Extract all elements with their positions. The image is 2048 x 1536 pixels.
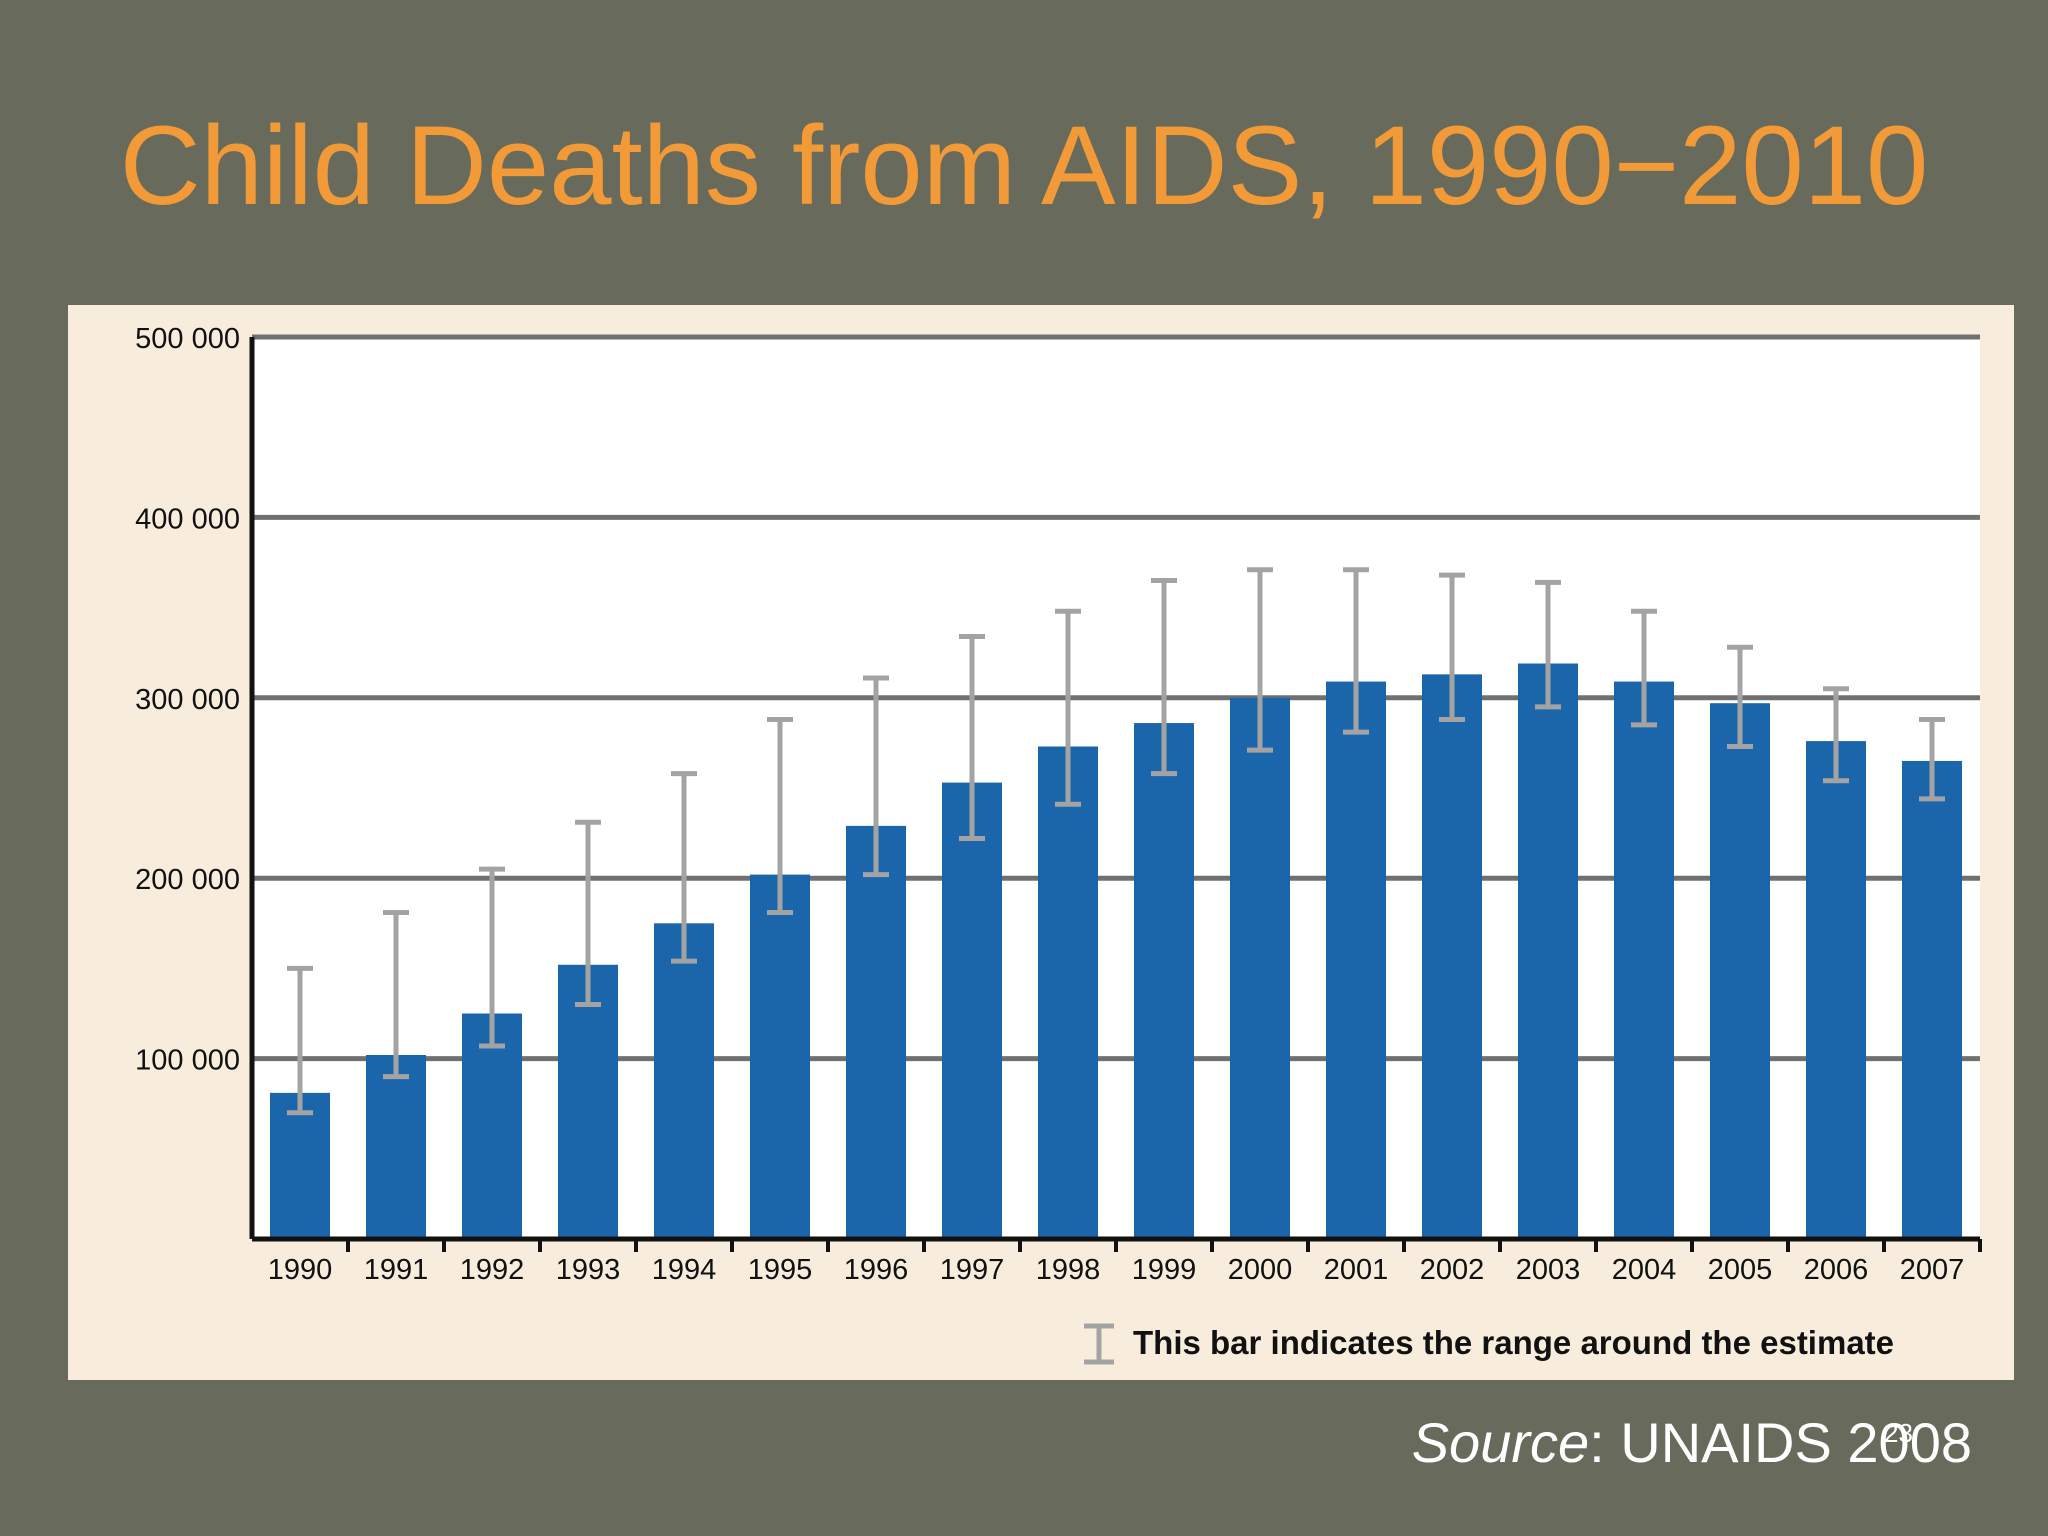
bar-1992 [462, 1013, 522, 1239]
slide-title: Child Deaths from AIDS, 1990−2010 [119, 103, 1929, 228]
bar-2005 [1710, 703, 1770, 1239]
bar-2006 [1806, 741, 1866, 1239]
source-label: Source [1411, 1411, 1590, 1474]
error-bar-2001 [1343, 567, 1369, 735]
y-tick-label-500000: 500 000 [135, 323, 240, 355]
x-tick-label-1993: 1993 [556, 1254, 621, 1286]
error-bar-1997 [959, 633, 985, 842]
error-bar-1993 [575, 819, 601, 1007]
bar-1999 [1134, 723, 1194, 1239]
x-tick-label-2001: 2001 [1324, 1254, 1389, 1286]
bar-1996 [846, 825, 906, 1239]
bar-1997 [942, 782, 1002, 1239]
bar-1995 [750, 874, 810, 1239]
bar-1994 [654, 923, 714, 1239]
page-number: 23 [1884, 1418, 1913, 1448]
x-tick-label-2004: 2004 [1612, 1254, 1677, 1286]
error-bar-1991 [383, 909, 409, 1080]
bar-1993 [558, 964, 618, 1239]
x-tick-label-1994: 1994 [652, 1254, 717, 1286]
slide-footer: Source: UNAIDS 2008 23 [0, 1415, 2048, 1515]
chart-panel: 100 000 200 000 300 000 400 000 500 000 1990 1… [68, 305, 2014, 1380]
error-bar-1992 [479, 866, 505, 1049]
x-tick-label-1997: 1997 [940, 1254, 1005, 1286]
x-tick-label-1992: 1992 [460, 1254, 525, 1286]
x-tick-label-1998: 1998 [1036, 1254, 1101, 1286]
error-bar-2000 [1247, 567, 1273, 753]
error-bar-2005 [1727, 644, 1753, 750]
error-bar-1994 [671, 771, 697, 964]
error-bar-1996 [863, 675, 889, 878]
x-tick-label-2002: 2002 [1420, 1254, 1485, 1286]
x-tick-label-1996: 1996 [844, 1254, 909, 1286]
source-separator: : [1589, 1411, 1621, 1474]
error-bar-1990 [287, 965, 313, 1116]
x-tick-label-2007: 2007 [1900, 1254, 1965, 1286]
error-bar-1999 [1151, 578, 1177, 777]
y-tick-label-400000: 400 000 [135, 503, 240, 535]
bar-2004 [1614, 681, 1674, 1239]
y-tick-label-100000: 100 000 [135, 1045, 240, 1077]
bar-1991 [366, 1054, 426, 1239]
bar-1990 [270, 1092, 330, 1239]
legend-label: This bar indicates the range around the … [1133, 1324, 1894, 1361]
plot-area [252, 337, 1980, 1239]
error-bar-2006 [1823, 686, 1849, 784]
x-tick-label-2006: 2006 [1804, 1254, 1869, 1286]
error-bar-2004 [1631, 608, 1657, 728]
bar-2002 [1422, 674, 1482, 1239]
source-attribution: Source: UNAIDS 2008 [1412, 1415, 1972, 1471]
x-tick-label-2003: 2003 [1516, 1254, 1581, 1286]
error-bar-2007 [1919, 716, 1945, 802]
error-bar-1995 [767, 716, 793, 915]
error-bar-2002 [1439, 572, 1465, 722]
error-bar-1998 [1055, 608, 1081, 807]
x-tick-label-1999: 1999 [1132, 1254, 1197, 1286]
x-tick-label-2000: 2000 [1228, 1254, 1293, 1286]
x-tick-label-1991: 1991 [364, 1254, 429, 1286]
child-deaths-bar-chart: 100 000 200 000 300 000 400 000 500 000 1990 1… [135, 323, 1982, 1365]
bar-1998 [1038, 746, 1098, 1239]
bar-2007 [1902, 760, 1962, 1239]
x-tick-label-1995: 1995 [748, 1254, 813, 1286]
bar-2000 [1230, 697, 1290, 1239]
x-tick-label-1990: 1990 [268, 1254, 333, 1286]
bar-2001 [1326, 681, 1386, 1239]
bar-2003 [1518, 663, 1578, 1239]
x-tick-label-2005: 2005 [1708, 1254, 1773, 1286]
chart-legend: This bar indicates the range around the … [1084, 1323, 1894, 1365]
y-tick-label-200000: 200 000 [135, 864, 240, 896]
y-tick-label-300000: 300 000 [135, 684, 240, 716]
source-value: UNAIDS 2008 [1620, 1411, 1972, 1474]
error-bar-2003 [1535, 579, 1561, 710]
